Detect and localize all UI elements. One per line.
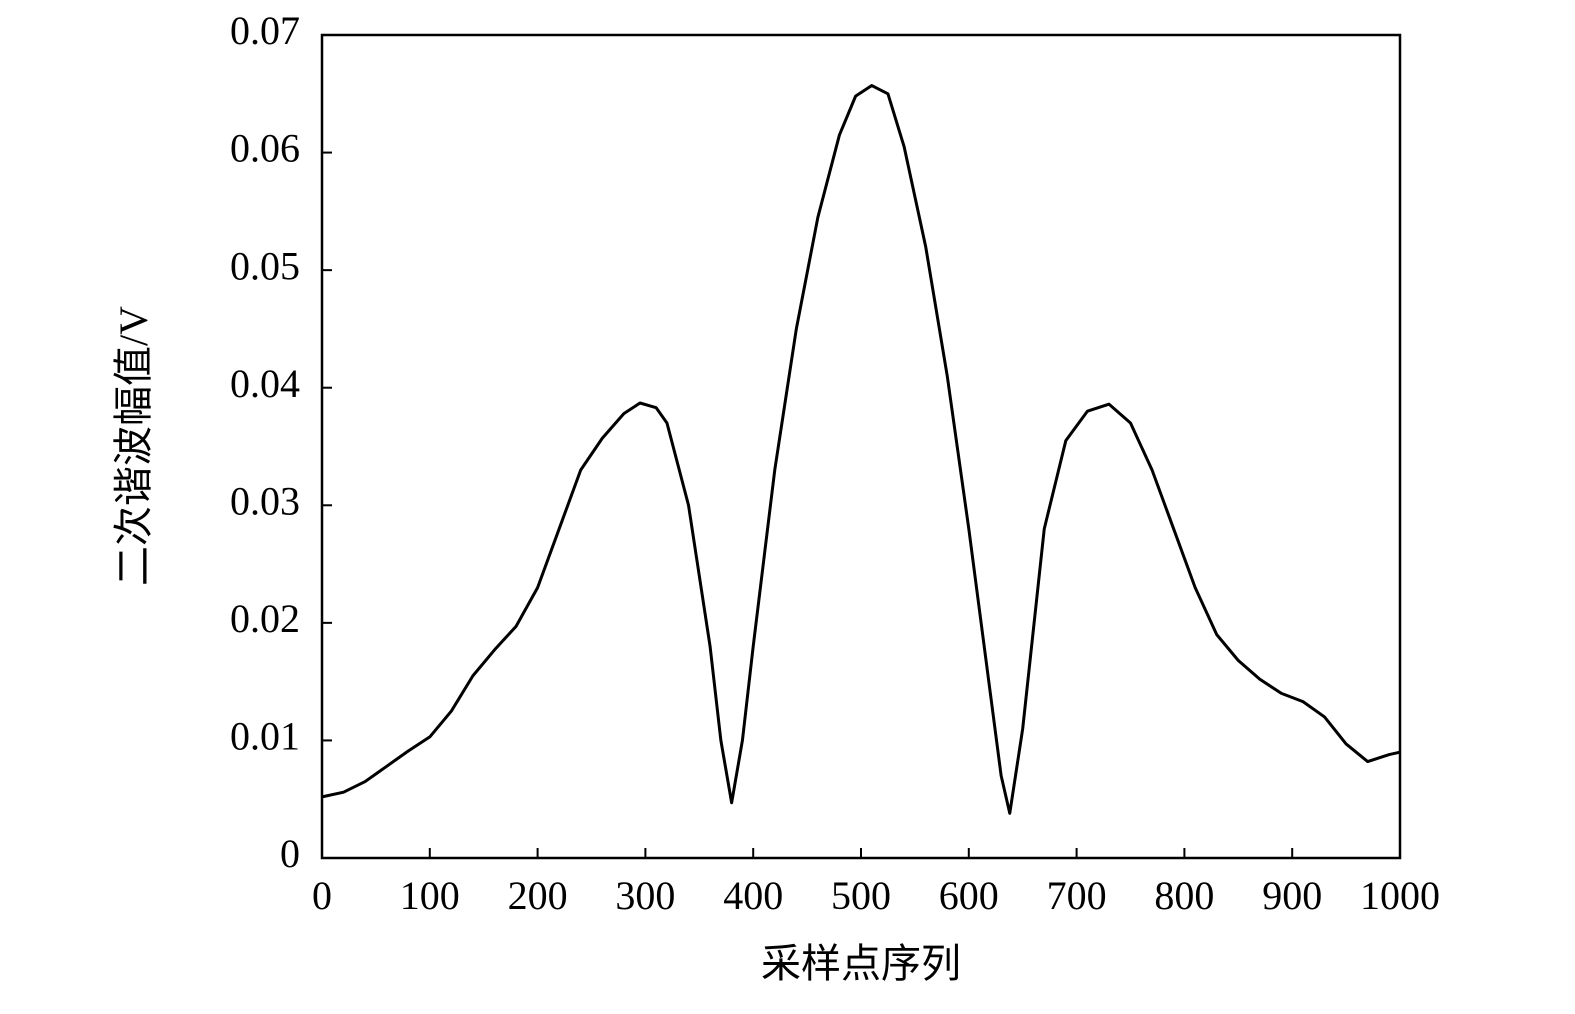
x-tick-label: 200 <box>508 873 568 918</box>
x-tick-label: 400 <box>723 873 783 918</box>
data-line <box>321 84 1401 815</box>
y-tick-label: 0.03 <box>230 478 300 523</box>
x-tick-label: 500 <box>831 873 891 918</box>
y-tick-label: 0.04 <box>230 361 300 406</box>
x-tick-label: 100 <box>400 873 460 918</box>
x-tick-label: 800 <box>1154 873 1214 918</box>
x-tick-label: 300 <box>615 873 675 918</box>
x-tick-label: 1000 <box>1360 873 1440 918</box>
y-tick-label: 0.06 <box>230 126 300 171</box>
y-tick-label: 0.02 <box>230 596 300 641</box>
y-tick-label: 0.01 <box>230 714 300 759</box>
plot-frame <box>320 33 1402 860</box>
y-axis-label: 二次谐波幅值/V <box>111 306 156 586</box>
y-tick-label: 0.05 <box>230 243 300 288</box>
x-axis-label: 采样点序列 <box>761 941 961 986</box>
x-tick-label: 0 <box>312 873 332 918</box>
x-tick-label: 900 <box>1262 873 1322 918</box>
x-tick-label: 700 <box>1047 873 1107 918</box>
y-tick-label: 0 <box>280 831 300 876</box>
x-tick-label: 600 <box>939 873 999 918</box>
y-tick-label: 0.07 <box>230 8 300 53</box>
